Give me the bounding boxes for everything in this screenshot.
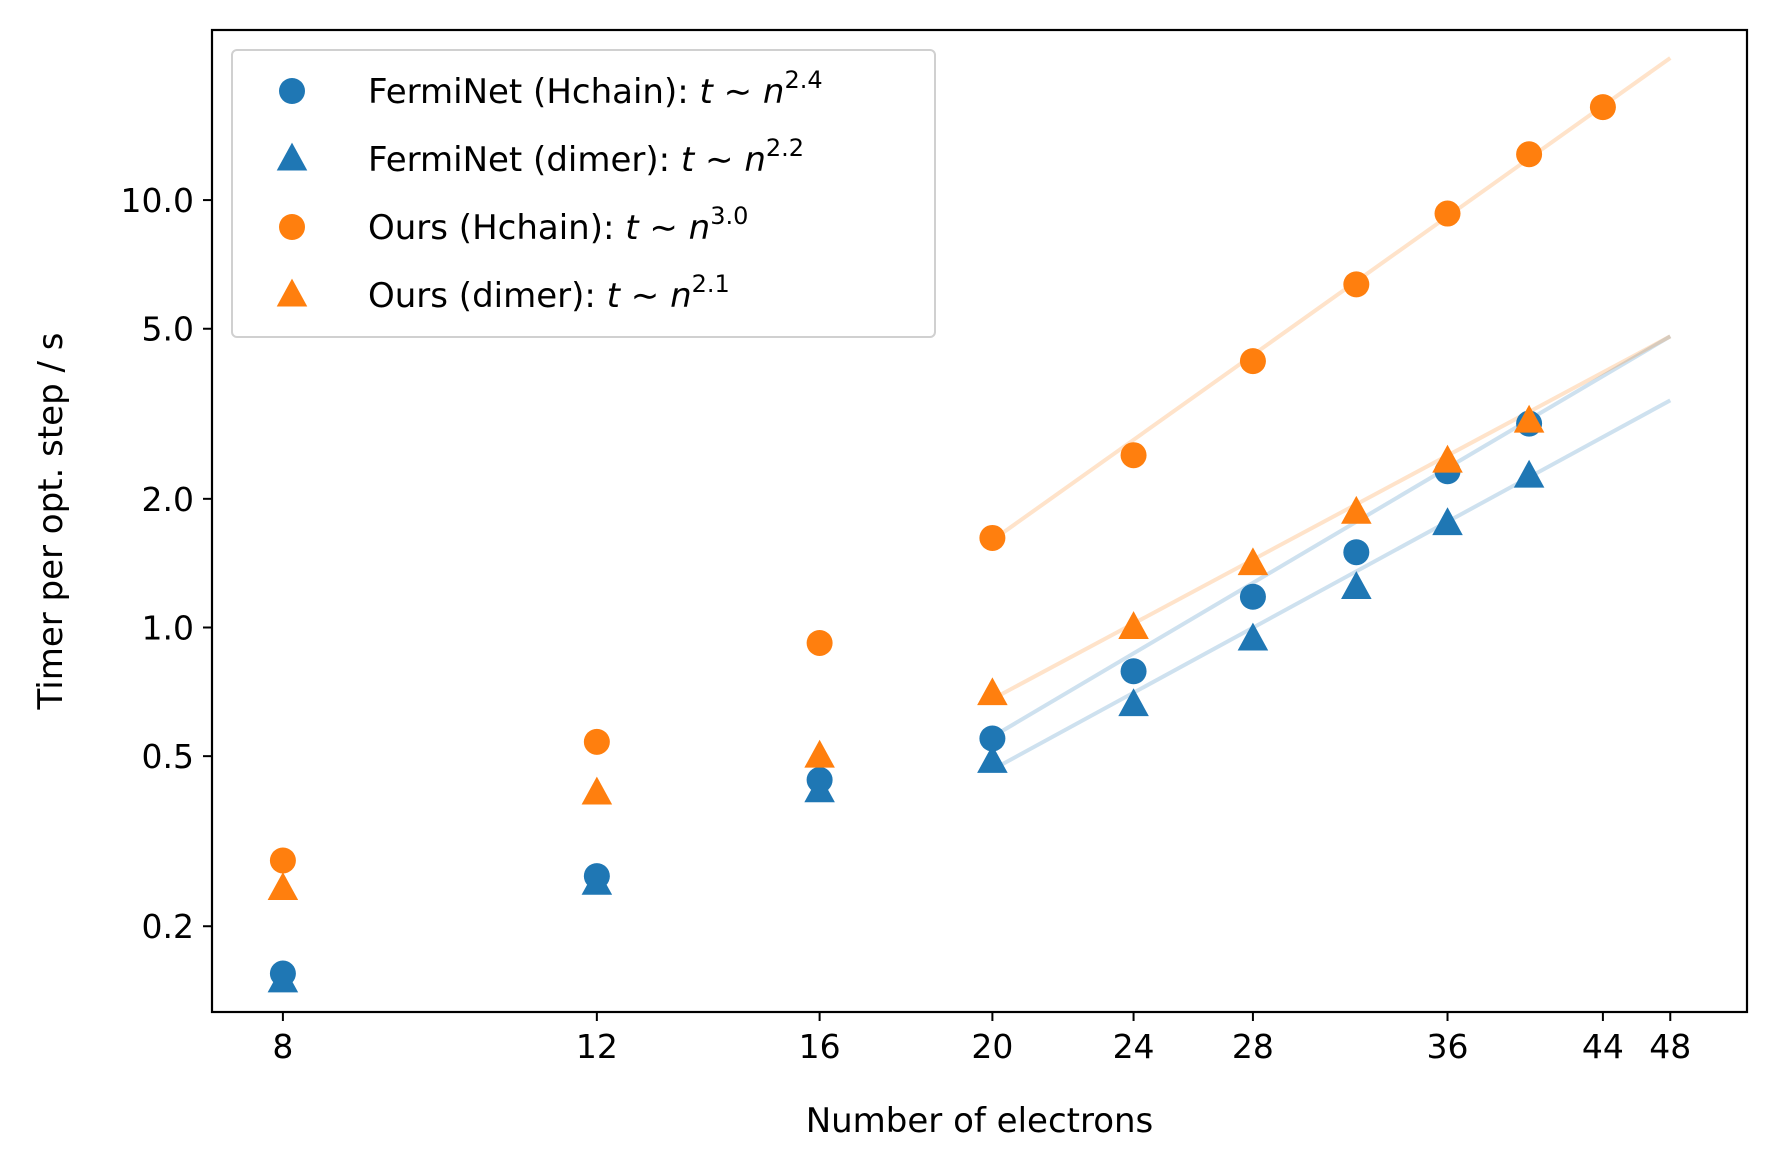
data-markers	[267, 94, 1616, 993]
data-point	[1120, 658, 1147, 685]
legend-formula: t ∼ n	[699, 72, 784, 112]
y-tick-label: 1.0	[142, 608, 194, 647]
legend-entry: Ours (dimer): t ∼ n2.1	[368, 270, 730, 316]
data-point	[1237, 547, 1269, 576]
data-point	[1516, 141, 1543, 168]
legend-marker	[276, 278, 308, 307]
fit-line	[991, 334, 1672, 739]
y-axis-ticks: 0.2 0.5 1.0 2.0 5.0 10.0	[121, 181, 212, 946]
legend-exponent: 2.1	[692, 270, 730, 298]
legend-entry: FermiNet (Hchain): t ∼ n2.4	[368, 66, 823, 112]
legend-formula: t ∼ n	[607, 276, 692, 316]
x-tick-label: 8	[272, 1027, 293, 1066]
data-point	[977, 677, 1008, 706]
data-point	[1432, 444, 1463, 473]
fit-line	[991, 398, 1672, 772]
data-point	[1513, 404, 1545, 433]
x-tick-label: 44	[1582, 1027, 1624, 1066]
legend-exponent: 2.4	[784, 66, 822, 94]
data-point	[804, 774, 835, 803]
legend-series-label: FermiNet (Hchain):	[368, 72, 699, 112]
legend-series-label: FermiNet (dimer):	[368, 140, 681, 180]
legend-marker	[276, 142, 308, 171]
data-point	[1343, 539, 1370, 566]
data-point	[1239, 583, 1266, 610]
data-point	[806, 629, 833, 656]
x-tick-label: 16	[799, 1027, 841, 1066]
data-point	[1432, 507, 1463, 536]
data-point	[581, 776, 613, 805]
y-tick-label: 5.0	[142, 310, 194, 349]
legend-exponent: 3.0	[710, 202, 748, 230]
data-point	[1513, 459, 1545, 488]
y-tick-label: 0.5	[142, 737, 194, 776]
data-point	[267, 964, 299, 993]
y-tick-label: 2.0	[142, 480, 194, 519]
legend-marker	[279, 78, 305, 104]
data-point	[583, 728, 610, 755]
legend-formula: t ∼ n	[681, 140, 766, 180]
x-tick-label: 20	[971, 1027, 1013, 1066]
data-point	[1341, 495, 1372, 524]
data-point	[1239, 348, 1266, 375]
x-axis-label: Number of electrons	[806, 1101, 1154, 1141]
legend-series-label: Ours (dimer):	[368, 276, 607, 316]
legend-box	[231, 49, 936, 338]
data-point	[977, 745, 1008, 773]
legend-marker	[279, 214, 305, 240]
legend-entry: FermiNet (dimer): t ∼ n2.2	[368, 134, 804, 180]
fit-line	[991, 334, 1672, 701]
y-axis-label: Timer per opt. step / s	[31, 333, 71, 711]
data-point	[1589, 94, 1616, 121]
x-tick-label: 28	[1232, 1027, 1274, 1066]
legend-series-label: Ours (Hchain):	[368, 208, 625, 248]
x-tick-label: 24	[1113, 1027, 1155, 1066]
plot-frame	[210, 28, 1749, 1014]
x-tick-label: 48	[1649, 1027, 1691, 1066]
data-point	[979, 725, 1006, 752]
legend-exponent: 2.2	[766, 134, 804, 162]
data-point	[1434, 200, 1461, 227]
data-point	[1343, 271, 1370, 298]
y-tick-label: 10.0	[121, 181, 194, 220]
x-tick-label: 36	[1427, 1027, 1469, 1066]
data-point	[1118, 611, 1149, 639]
y-tick-label: 0.2	[142, 907, 194, 946]
data-point	[1120, 442, 1147, 469]
fit-line	[991, 56, 1672, 542]
data-point	[269, 847, 296, 874]
data-point	[1118, 688, 1149, 717]
legend-formula: t ∼ n	[625, 208, 710, 248]
data-point	[804, 739, 835, 768]
data-point	[267, 872, 299, 901]
fit-lines	[991, 56, 1672, 772]
x-tick-label: 12	[576, 1027, 618, 1066]
legend-entry: Ours (Hchain): t ∼ n3.0	[368, 202, 748, 248]
data-point	[1237, 622, 1269, 651]
data-point	[1341, 571, 1372, 600]
data-point	[581, 866, 613, 895]
x-axis-ticks: 8 12 16 20 24 28 36 44 48	[272, 1012, 1691, 1066]
data-point	[979, 524, 1006, 551]
